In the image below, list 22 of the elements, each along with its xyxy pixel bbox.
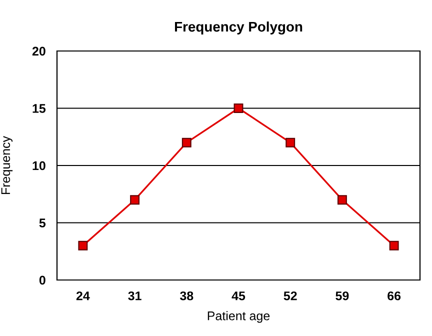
point <box>286 138 296 148</box>
point <box>337 195 347 205</box>
y-tick-label: 0 <box>39 276 46 285</box>
x-axis-title: Patient age <box>208 311 270 323</box>
x-tick-label: 31 <box>128 291 142 300</box>
x-tick-label: 45 <box>232 292 246 300</box>
x-tick-label: 24 <box>76 291 90 300</box>
x-tick-label: 52 <box>284 291 297 300</box>
y-axis-title: Frequency <box>1 136 13 194</box>
point <box>182 138 192 148</box>
y-tick-label: 20 <box>32 46 46 56</box>
x-tick-label: 59 <box>336 291 349 300</box>
point <box>389 240 399 250</box>
chart-title: Frequency Polygon <box>174 21 302 34</box>
y-tick-label: 10 <box>32 161 46 170</box>
y-tick-label: 15 <box>32 104 46 113</box>
x-tick-label: 38 <box>180 291 194 300</box>
point <box>78 240 88 250</box>
point <box>130 195 140 205</box>
x-tick-label: 66 <box>388 291 401 300</box>
point <box>234 104 244 113</box>
y-tick-label: 5 <box>39 218 46 228</box>
